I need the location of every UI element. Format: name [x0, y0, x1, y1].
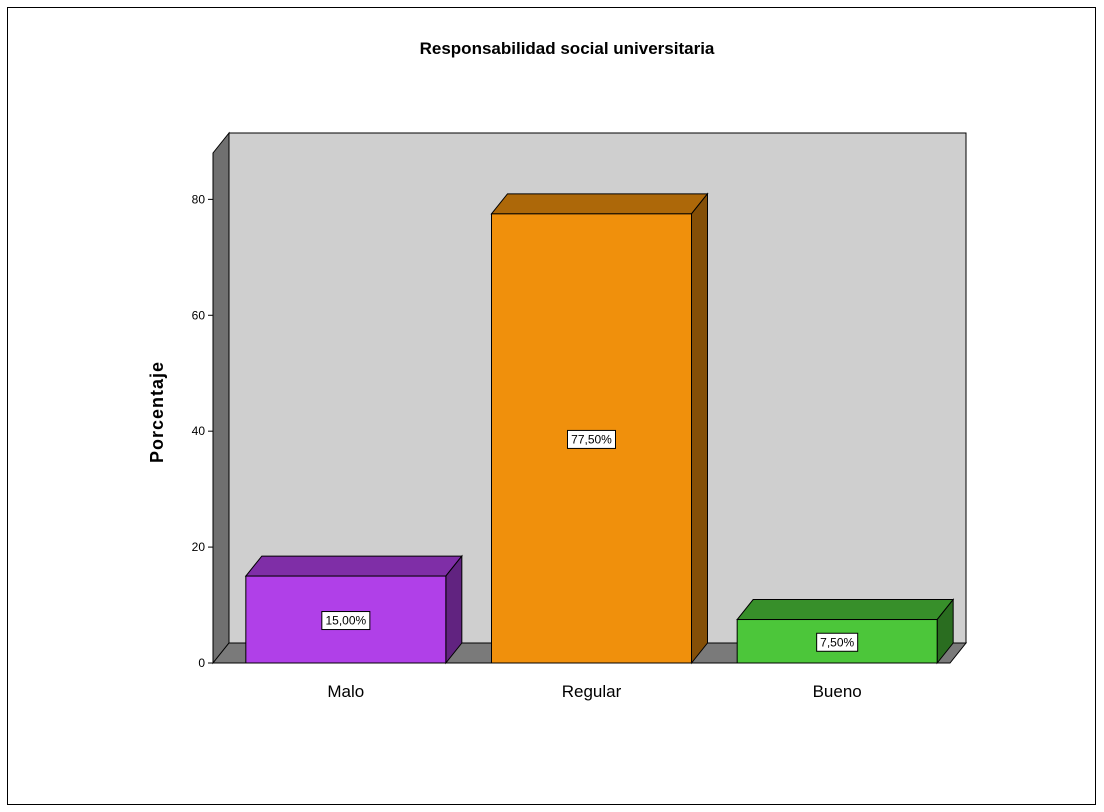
data-label-box [321, 611, 371, 631]
bar-top [490, 193, 709, 215]
data-label-box [816, 632, 859, 652]
y-tick-label: 60 [192, 308, 206, 322]
data-label: 7,50% [820, 635, 854, 649]
y-tick-label: 0 [198, 656, 205, 670]
data-label: 15,00% [325, 614, 366, 628]
bar-bueno: 7,50% [736, 598, 955, 665]
x-category-label: Bueno [813, 682, 862, 701]
bar-regular: 77,50% [490, 192, 709, 665]
data-label: 77,50% [571, 432, 612, 446]
y-tick-label: 20 [192, 540, 206, 554]
data-label-box [567, 429, 616, 449]
chart-title: Responsabilidad social universitaria [420, 39, 715, 58]
plot-area: 0 20 40 60 80 15,00% Malo 77,50% Regular 7,50% Bue… [192, 131, 968, 701]
x-category-label: Regular [562, 682, 622, 701]
bar-top [736, 599, 955, 621]
bar-side [691, 192, 708, 665]
left-wall [212, 131, 230, 665]
y-axis-label: Porcentaje [147, 361, 167, 463]
y-tick-label: 40 [192, 424, 206, 438]
bar-top [244, 555, 463, 577]
x-category-label: Malo [327, 682, 364, 701]
y-tick-label: 80 [192, 192, 206, 206]
bar-malo: 15,00% [244, 554, 463, 665]
